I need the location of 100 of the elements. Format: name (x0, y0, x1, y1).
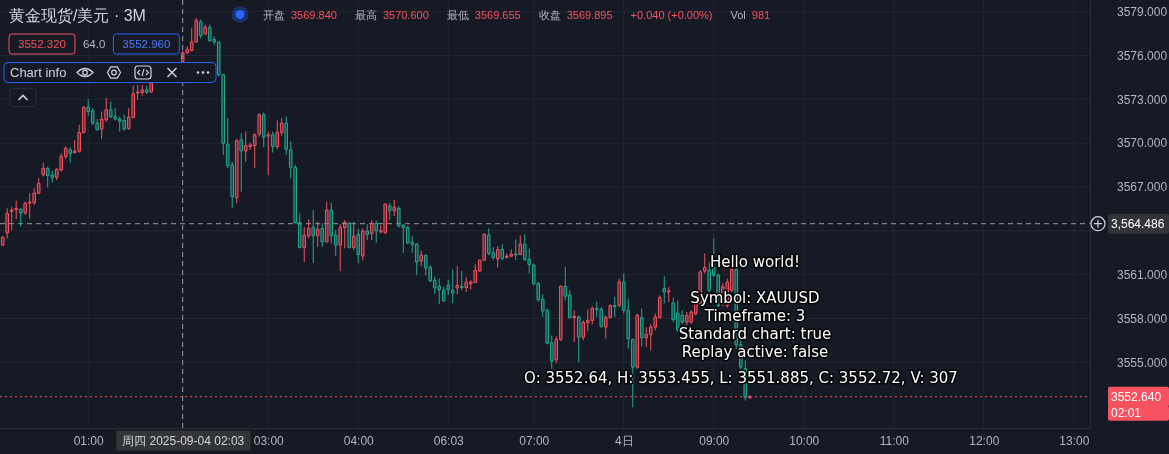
candlestick (9, 206, 14, 231)
candlestick (689, 309, 694, 325)
candlestick (455, 265, 460, 295)
candlestick (671, 297, 676, 323)
candlestick (284, 116, 289, 156)
candlestick (684, 311, 689, 326)
candlestick (504, 252, 509, 259)
x-tick-label: 06:03 (433, 433, 465, 448)
x-tick-label: 10:00 (789, 433, 820, 448)
candlestick (747, 394, 752, 400)
candlestick (68, 146, 73, 164)
candlestick (531, 263, 536, 286)
candlestick (23, 201, 27, 216)
candlestick (311, 209, 316, 264)
candlestick (266, 131, 271, 176)
candlestick (423, 253, 428, 276)
candlestick (401, 223, 406, 254)
candlestick (126, 107, 131, 131)
candlestick (77, 124, 82, 154)
x-tick-label: 09:00 (699, 433, 730, 448)
candlestick (288, 141, 293, 179)
candlestick (113, 107, 118, 122)
candlestick (297, 212, 302, 249)
candlestick (333, 229, 338, 257)
candlestick (378, 224, 383, 234)
candlestick (621, 272, 626, 315)
candlestick (441, 286, 446, 303)
candlestick (518, 234, 523, 256)
candlestick (360, 227, 365, 261)
candlestick (356, 228, 361, 264)
candlestick (32, 187, 36, 206)
candlestick (212, 35, 217, 46)
candlestick (581, 319, 586, 341)
candlestick (117, 116, 122, 133)
y-tick-label: 3573.000 (1117, 92, 1168, 107)
candlestick (59, 152, 64, 173)
candlestick (495, 245, 500, 268)
candlestick (239, 132, 244, 193)
candlestick (216, 40, 221, 77)
y-tick-label: 3567.000 (1117, 180, 1168, 195)
candlestick (594, 301, 599, 318)
candlestick (104, 97, 109, 123)
candlestick (446, 279, 451, 296)
candlestick (486, 227, 491, 256)
candlestick (63, 146, 68, 160)
y-tick-label: 3579.000 (1117, 5, 1168, 20)
annotation: 3552.320 (18, 38, 66, 50)
candlestick (18, 207, 23, 228)
candlestick (491, 246, 496, 261)
candlestick (90, 107, 95, 126)
y-tick-label: 3570.000 (1117, 136, 1168, 151)
candlestick (14, 200, 18, 220)
candlestick (144, 85, 149, 95)
candlestick (545, 308, 550, 345)
candlestick (392, 199, 397, 217)
candlestick (320, 222, 325, 248)
annotation: 最低 3569.655 (446, 9, 521, 21)
candlestick (329, 202, 334, 244)
candlestick (702, 252, 707, 274)
candlestick (131, 84, 136, 119)
candlestick (459, 270, 464, 291)
candlestick (540, 293, 545, 318)
annotation: Hello world! (709, 253, 801, 271)
annotation: +0.040 (+0.00%) (630, 9, 713, 21)
candlestick (608, 303, 613, 320)
candlestick (396, 205, 401, 228)
candlestick (207, 24, 212, 42)
annotation: 64.0 (82, 38, 106, 50)
candlestick (536, 281, 541, 303)
candlestick (554, 335, 559, 364)
annotation: 3552.960 (122, 38, 171, 50)
candlestick (351, 221, 356, 251)
candlestick (108, 101, 113, 119)
candlestick (306, 218, 311, 239)
y-tick-label: 3561.000 (1117, 267, 1168, 282)
candlestick (410, 235, 415, 254)
candlestick (482, 232, 487, 262)
candlestick (549, 334, 554, 370)
x-tick-label: 04:00 (343, 433, 375, 448)
x-tick-label: 11:00 (879, 433, 910, 448)
candlestick (437, 278, 442, 305)
candlestick (662, 275, 667, 305)
candlestick (230, 161, 235, 209)
candlestick (257, 112, 262, 138)
annotation: 开盘 3569.840 (263, 9, 337, 21)
candlestick (657, 294, 662, 320)
candlestick (648, 323, 653, 351)
candlestick (41, 162, 45, 178)
candlestick (590, 305, 595, 325)
candlestick (567, 289, 572, 320)
candlestick (374, 220, 379, 244)
candlestick (473, 263, 478, 284)
candlestick (509, 249, 514, 258)
candlestick (585, 309, 590, 332)
candlestick (279, 117, 284, 137)
candlestick (203, 24, 208, 36)
candlestick (50, 170, 54, 184)
candlestick (86, 98, 91, 117)
candlestick (563, 266, 568, 301)
candlestick (603, 314, 608, 340)
